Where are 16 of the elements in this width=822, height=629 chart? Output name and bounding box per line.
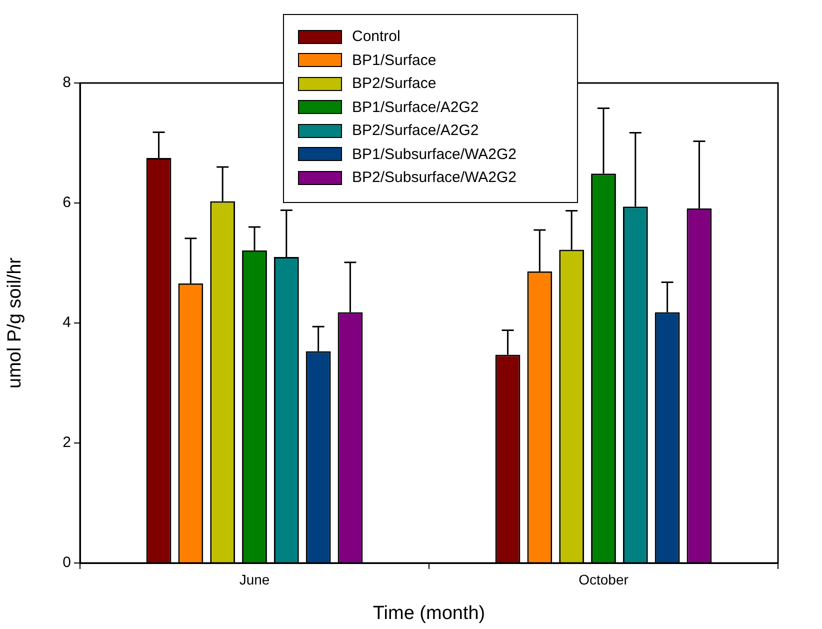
x-tick-label: June bbox=[239, 571, 270, 588]
y-tick-label: 4 bbox=[62, 314, 71, 332]
legend-label: Control bbox=[352, 28, 400, 46]
y-axis-title: umol P/g soil/hr bbox=[4, 256, 26, 388]
legend-label: BP1/Surface/A2G2 bbox=[352, 98, 479, 116]
y-tick-label: 6 bbox=[62, 194, 71, 212]
legend-label: BP2/Surface/A2G2 bbox=[352, 122, 479, 140]
x-tick-label: October bbox=[578, 571, 629, 588]
legend-label: BP1/Surface bbox=[352, 52, 436, 69]
x-axis-title: Time (month) bbox=[372, 602, 486, 624]
legend-label: BP2/Subsurface/WA2G2 bbox=[352, 169, 517, 186]
y-tick-label: 0 bbox=[62, 554, 71, 572]
y-tick-label: 2 bbox=[62, 434, 71, 452]
legend-label: BP1/Subsurface/WA2G2 bbox=[352, 146, 517, 163]
y-tick-label: 8 bbox=[62, 74, 71, 92]
legend-label: BP2/Surface bbox=[352, 75, 436, 92]
